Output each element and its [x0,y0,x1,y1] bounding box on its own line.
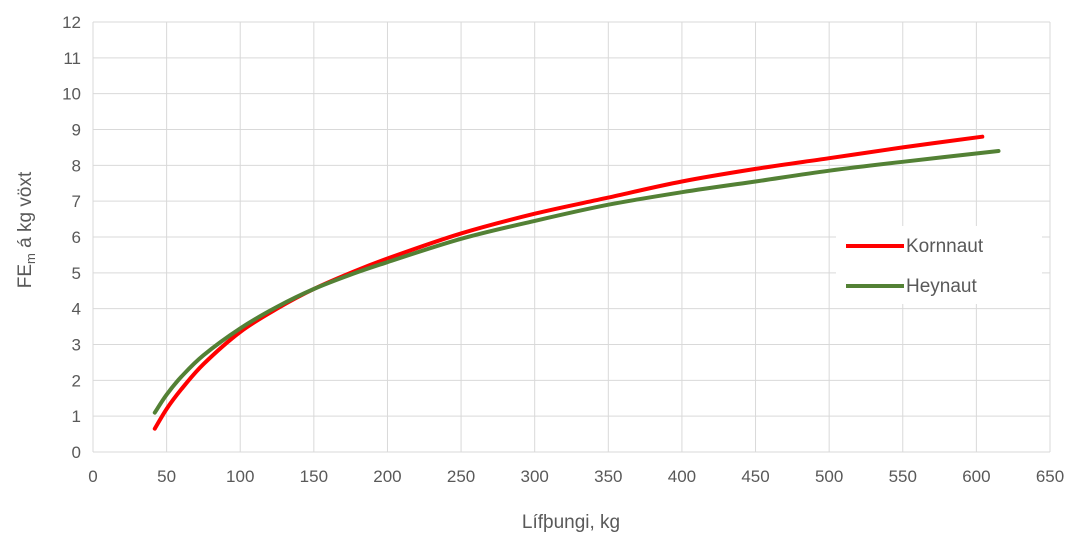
x-tick-label: 150 [300,467,328,486]
x-axis-ticks: 0 50 100 150 200 250 300 350 400 450 500 550 600 650 [88,467,1064,486]
y-tick-label: 12 [62,13,81,32]
y-tick-label: 8 [72,156,81,175]
legend-label-heynaut: Heynaut [906,276,977,297]
legend-background [836,226,1042,304]
y-tick-label: 9 [72,121,81,140]
x-tick-label: 0 [88,467,97,486]
y-axis-title-rest: á kg vöxt [15,171,36,253]
y-tick-label: 2 [72,371,81,390]
y-tick-label: 6 [72,228,81,247]
legend-label-kornnaut: Kornnaut [906,236,984,257]
x-tick-label: 400 [668,467,696,486]
x-axis-title: Lífþungi, kg [522,512,620,533]
y-tick-label: 3 [72,336,81,355]
y-tick-label: 1 [72,407,81,426]
y-tick-label: 11 [63,49,81,68]
legend: Kornnaut Heynaut [836,226,1042,304]
x-tick-label: 350 [594,467,622,486]
y-axis-title: FEm á kg vöxt [15,171,38,288]
series-line-heynaut [152,149,1001,415]
series-line-kornnaut [152,134,985,431]
x-tick-label: 650 [1036,467,1064,486]
y-axis-title-base: FE [15,264,36,288]
x-tick-label: 500 [815,467,843,486]
x-tick-label: 600 [962,467,990,486]
y-tick-label: 5 [72,264,81,283]
x-tick-label: 200 [373,467,401,486]
x-tick-label: 50 [157,467,176,486]
y-tick-label: 10 [62,85,81,104]
y-tick-label: 4 [72,300,81,319]
y-tick-label: 7 [72,192,81,211]
x-tick-label: 250 [447,467,475,486]
y-axis-title-subscript: m [23,253,38,264]
plot-series [152,134,1001,431]
x-tick-label: 300 [521,467,549,486]
y-tick-label: 0 [72,443,81,462]
x-tick-label: 550 [889,467,917,486]
x-tick-label: 450 [741,467,769,486]
x-tick-label: 100 [226,467,254,486]
